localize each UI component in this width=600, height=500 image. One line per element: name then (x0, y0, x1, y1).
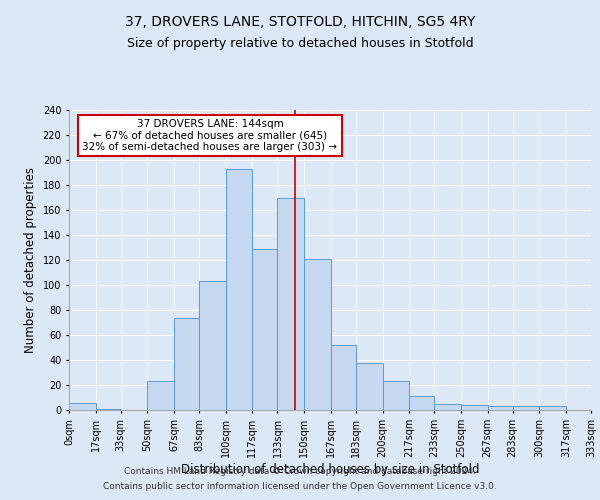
Y-axis label: Number of detached properties: Number of detached properties (24, 167, 37, 353)
Bar (331, 345, 356, 410)
Bar (226, 169, 253, 410)
Text: Contains HM Land Registry data © Crown copyright and database right 2024.: Contains HM Land Registry data © Crown c… (124, 467, 476, 476)
Bar (199, 281, 226, 410)
Bar (383, 381, 409, 410)
Bar (461, 405, 488, 410)
X-axis label: Distribution of detached houses by size in Stotfold: Distribution of detached houses by size … (181, 462, 479, 475)
Text: 37, DROVERS LANE, STOTFOLD, HITCHIN, SG5 4RY: 37, DROVERS LANE, STOTFOLD, HITCHIN, SG5… (125, 15, 475, 29)
Bar (174, 318, 199, 410)
Bar (95, 409, 121, 410)
Bar (356, 362, 383, 410)
Text: Contains public sector information licensed under the Open Government Licence v3: Contains public sector information licen… (103, 482, 497, 491)
Bar (253, 248, 277, 410)
Bar (277, 198, 304, 410)
Bar (69, 402, 95, 410)
Bar (434, 404, 461, 410)
Bar (488, 406, 512, 410)
Bar (539, 406, 566, 410)
Bar (409, 396, 434, 410)
Text: Size of property relative to detached houses in Stotfold: Size of property relative to detached ho… (127, 38, 473, 51)
Bar (148, 381, 174, 410)
Bar (304, 259, 331, 410)
Bar (512, 406, 539, 410)
Text: 37 DROVERS LANE: 144sqm
← 67% of detached houses are smaller (645)
32% of semi-d: 37 DROVERS LANE: 144sqm ← 67% of detache… (82, 119, 337, 152)
